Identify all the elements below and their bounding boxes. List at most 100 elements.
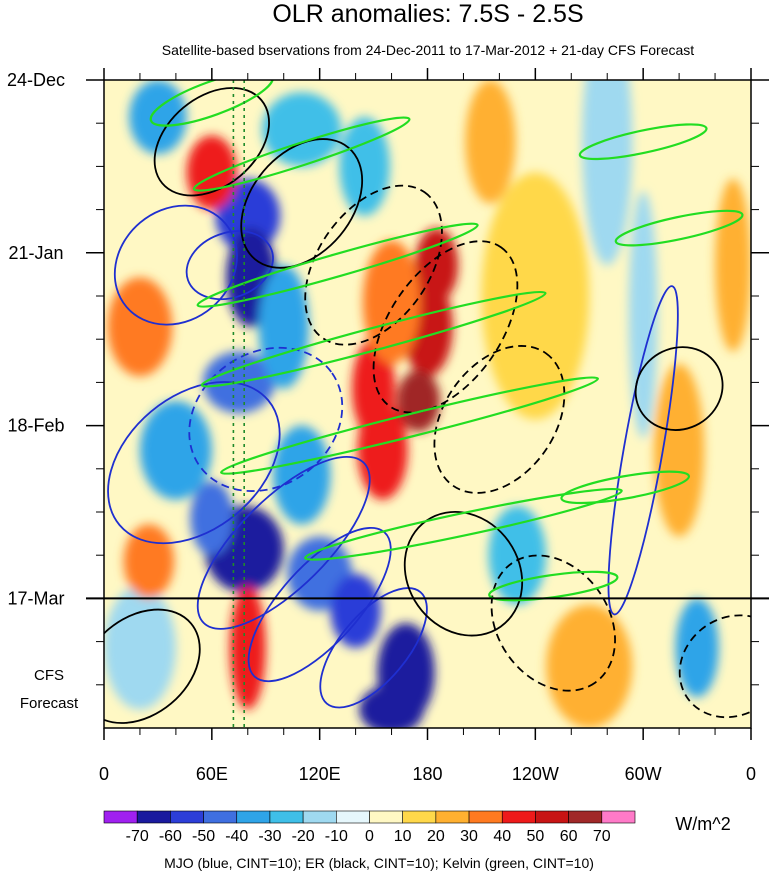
olr-anomaly-cell: [628, 191, 658, 438]
er-contour: [153, 87, 270, 197]
olr-anomaly-cell: [104, 586, 176, 710]
olr-anomaly-cell: [546, 604, 633, 728]
colorbar-swatch: [369, 810, 403, 824]
mjo-contour: [107, 381, 281, 545]
olr-anomaly-cell: [359, 684, 424, 728]
colorbar-tick-label: 40: [493, 828, 511, 845]
colorbar-swatch: [203, 810, 238, 824]
plot-area: [104, 80, 751, 728]
colorbar: -70 -60 -50 -40 -30 -20 -10 0 10 20 30 40 50 60 70: [103, 810, 636, 845]
olr-anomaly-cell: [675, 598, 719, 698]
mjo-contour: [185, 230, 274, 301]
olr-anomaly-cell: [262, 92, 342, 167]
colorbar-tick-label: -20: [292, 828, 315, 845]
x-tick-label: 60E: [196, 764, 228, 784]
olr-anomaly-cell: [139, 400, 212, 500]
olr-anomaly-cell: [186, 135, 237, 210]
mjo-contour: [247, 527, 392, 683]
kelvin-contour: [560, 470, 691, 505]
er-contour: [372, 240, 519, 414]
olr-anomaly-cell: [465, 80, 516, 204]
kelvin-contour: [304, 487, 623, 561]
mjo-contour: [113, 204, 238, 326]
mjo-contour: [607, 285, 679, 616]
x-tick-label: 120W: [512, 764, 559, 784]
colorbar-swatch: [103, 810, 138, 824]
kelvin-contour: [578, 123, 708, 161]
colorbar-tick-label: 10: [394, 828, 412, 845]
colorbar-tick-label: -10: [325, 828, 348, 845]
y-tick-label: 21-Jan: [8, 243, 63, 263]
colorbar-swatch: [302, 810, 337, 824]
er-contour: [104, 608, 201, 724]
colorbar-tick-label: -40: [225, 828, 248, 845]
colorbar-tick-label: 50: [527, 828, 545, 845]
colorbar-swatch: [468, 810, 503, 824]
y-tick-label: 18-Feb: [7, 416, 64, 436]
olr-field: [104, 80, 751, 728]
colorbar-swatch: [136, 810, 171, 824]
colorbar-tick-label: 20: [427, 828, 445, 845]
colorbar-tick-label: -70: [126, 828, 149, 845]
colorbar-swatch: [568, 810, 603, 824]
x-tick-label: 0: [99, 764, 109, 784]
olr-anomaly-cell: [653, 363, 705, 537]
olr-anomaly-cell: [481, 172, 590, 420]
er-contour: [240, 138, 364, 269]
colorbar-tick-label: 0: [365, 828, 374, 845]
chart-subtitle: Satellite-based bservations from 24-Dec-…: [162, 42, 694, 58]
olr-anomaly-cell: [229, 586, 266, 710]
colorbar-swatch: [170, 810, 204, 824]
kelvin-contour: [196, 222, 479, 308]
colorbar-tick-label: -50: [192, 828, 215, 845]
chart-title: OLR anomalies: 7.5S - 2.5S: [272, 0, 583, 28]
kelvin-contour: [614, 209, 744, 247]
olr-anomaly-cell: [715, 178, 751, 352]
olr-anomaly-cell: [190, 481, 234, 556]
kelvin-contour: [488, 570, 619, 602]
olr-anomaly-cell: [352, 339, 396, 438]
colorbar-swatch: [336, 810, 370, 824]
colorbar-tick-label: 70: [593, 828, 611, 845]
x-tick-label: 120E: [299, 764, 341, 784]
colorbar-tick-label: -30: [258, 828, 281, 845]
er-contour: [634, 346, 724, 431]
forecast-label-line1: CFS: [34, 667, 64, 684]
colorbar-tick-label: 60: [560, 828, 578, 845]
kelvin-contour: [220, 376, 599, 475]
er-contour: [678, 614, 751, 719]
colorbar-swatch: [501, 810, 536, 824]
colorbar-swatch: [535, 810, 569, 824]
colorbar-units: W/m^2: [675, 814, 730, 834]
mjo-contour: [319, 587, 428, 709]
er-contour: [490, 554, 616, 692]
er-contour: [433, 345, 566, 494]
mjo-contour: [196, 455, 371, 630]
x-tick-label: 60W: [625, 764, 662, 784]
colorbar-swatch: [402, 810, 437, 824]
er-contour: [304, 184, 443, 346]
olr-anomaly-cell: [582, 80, 633, 266]
forecast-label-line2: Forecast: [20, 695, 79, 712]
kelvin-contour: [149, 80, 274, 127]
colorbar-swatch: [236, 810, 271, 824]
kelvin-contour: [192, 116, 411, 192]
mjo-contour: [188, 346, 344, 492]
colorbar-swatch: [601, 810, 636, 824]
olr-anomaly-cell: [330, 573, 381, 648]
y-tick-label: 24-Dec: [7, 70, 65, 90]
x-tick-label: 0: [746, 764, 756, 784]
colorbar-swatch: [435, 810, 470, 824]
x-tick-label: 180: [412, 764, 442, 784]
y-tick-label: 17-Mar: [7, 588, 64, 608]
colorbar-tick-label: -60: [159, 828, 182, 845]
wave-contours: [104, 80, 751, 728]
colorbar-swatch: [269, 810, 304, 824]
colorbar-tick-label: 30: [460, 828, 478, 845]
olr-anomaly-cell: [339, 117, 390, 216]
olr-anomaly-cell: [396, 370, 441, 432]
olr-anomaly-cell: [362, 240, 421, 364]
axis-ticks: 0 60E 120E 180 120W 60W 0 24-Dec 21-Jan 18-Feb 17-…: [7, 68, 769, 784]
kelvin-contour: [200, 290, 547, 388]
